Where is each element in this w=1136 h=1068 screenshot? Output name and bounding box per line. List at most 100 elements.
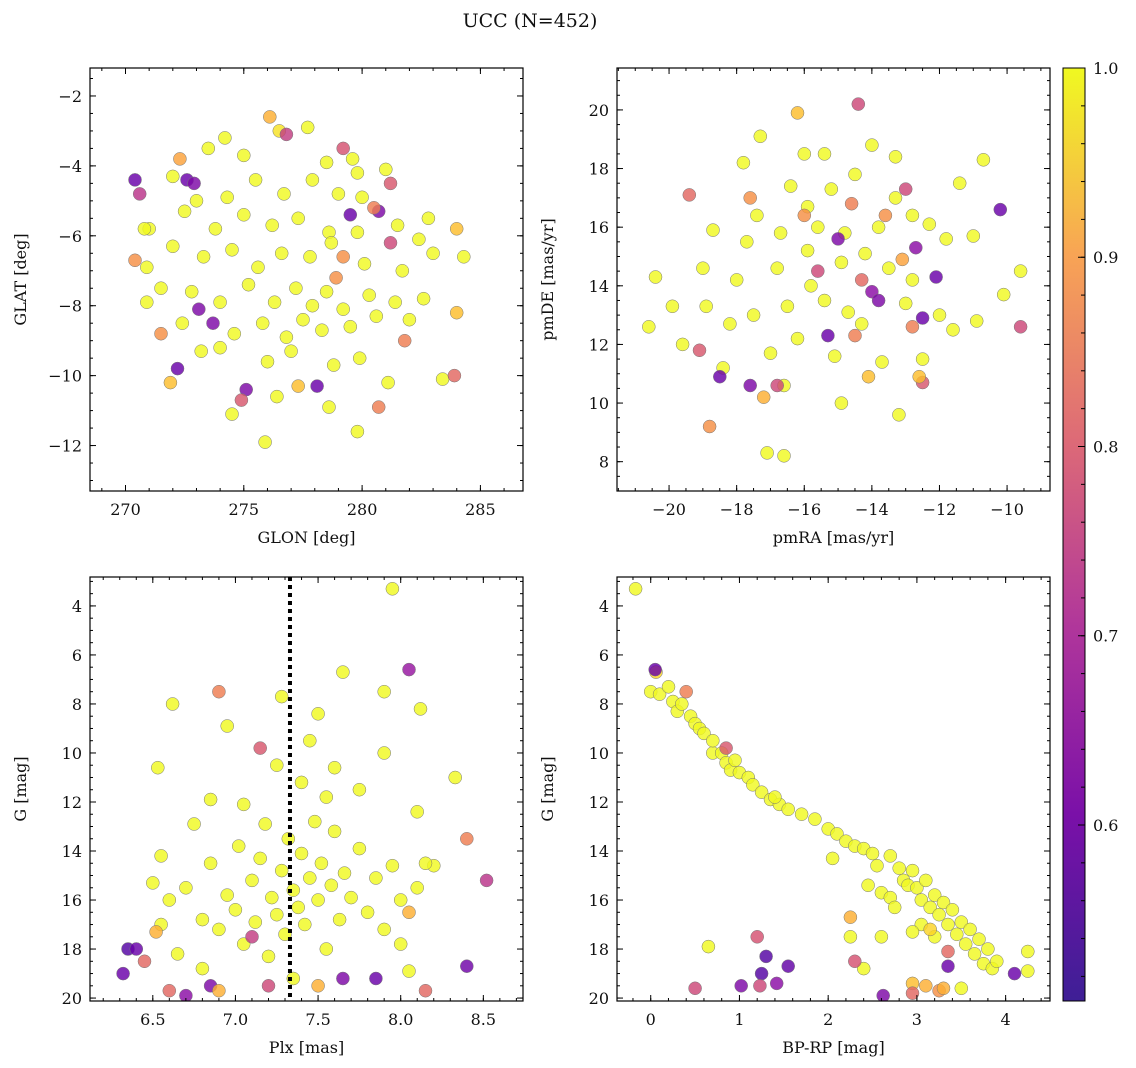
data-point [912,369,926,384]
data-point [350,225,365,240]
y-tick-label: −2 [58,87,82,106]
data-point [291,211,305,226]
y-tick-label: 6 [72,646,82,665]
data-point [308,814,322,829]
data-point [265,218,279,233]
data-point [362,288,376,302]
data-point [679,684,693,699]
data-point [263,110,277,124]
data-point [843,910,858,924]
data-point [291,900,305,915]
data-point [963,922,977,937]
data-point [675,697,689,711]
data-point [116,966,130,981]
data-point [371,400,386,414]
data-point [258,435,272,449]
data-point [298,917,312,932]
data-point [253,851,267,866]
data-point [892,408,906,422]
data-point [990,954,1004,969]
data-point [355,190,369,205]
x-tick-label: 3 [912,1010,922,1029]
data-point [759,949,773,964]
data-point [797,208,812,223]
data-point [213,340,227,355]
data-point [871,293,886,308]
data-point [410,881,424,895]
x-axis-label: GLON [deg] [257,528,355,547]
data-point [274,246,289,261]
data-point [227,326,242,341]
data-point [909,240,923,255]
data-point [220,190,234,205]
x-tick-label: −14 [855,500,889,519]
y-tick-label: 10 [62,744,82,763]
data-point [245,930,259,944]
data-point [129,942,144,956]
data-point [245,873,259,888]
axes-frame [89,576,524,1002]
data-point [179,881,193,895]
data-point [790,106,805,120]
data-point [379,162,393,177]
data-point [729,273,744,287]
subplot-2: −20 −18 −16 −14 −12 −10 8 10 12 14 16 18 20 pmRA [mas… [538,67,1051,547]
data-point [781,959,795,973]
data-point [871,220,886,234]
data-point [206,316,220,330]
x-tick-label: 2 [823,1010,833,1029]
data-point [927,888,942,902]
x-tick-label: 7.5 [305,1010,330,1029]
axes-frame [616,576,1051,1002]
data-point [811,264,825,278]
data-point [253,741,267,755]
data-point [936,981,951,996]
data-point [146,876,160,890]
x-tick-label: −16 [787,500,821,519]
data-point [162,983,177,998]
data-point [817,147,832,161]
data-point [628,582,643,596]
y-tick-label: 20 [589,101,609,120]
y-tick-label: 12 [589,793,609,812]
data-point [255,316,270,330]
data-point [357,257,372,271]
data-point [1013,264,1028,278]
y-tick-label: 20 [589,989,609,1008]
data-point [821,328,835,343]
data-point [137,222,152,236]
data-point [218,131,232,145]
data-point [922,217,937,231]
data-point [954,915,969,929]
data-point [294,846,309,861]
y-tick-label: 16 [589,891,609,910]
data-point [274,689,289,704]
x-axis-label: pmRA [mas/yr] [773,528,895,547]
data-point [402,964,416,978]
x-tick-label: 275 [229,500,260,519]
data-point [457,250,471,264]
data-point [284,344,298,358]
data-point [996,287,1011,302]
data-point [736,155,751,170]
data-point [661,680,676,694]
data-point [322,400,336,414]
y-tick-label: 18 [62,940,82,959]
data-point [675,337,690,352]
data-point [946,323,960,337]
data-point [1013,320,1028,334]
data-point [267,295,282,309]
data-point [336,665,350,679]
data-point [319,942,334,956]
data-point [898,182,913,196]
y-tick-label: 16 [589,218,609,237]
data-point [289,281,303,295]
x-tick-label: 1 [734,1010,744,1029]
data-point [231,839,246,853]
data-point [196,250,211,264]
data-point [248,173,263,187]
data-point [319,155,334,170]
data-point [208,222,223,236]
data-point [783,179,798,193]
x-tick-label: 285 [465,500,496,519]
